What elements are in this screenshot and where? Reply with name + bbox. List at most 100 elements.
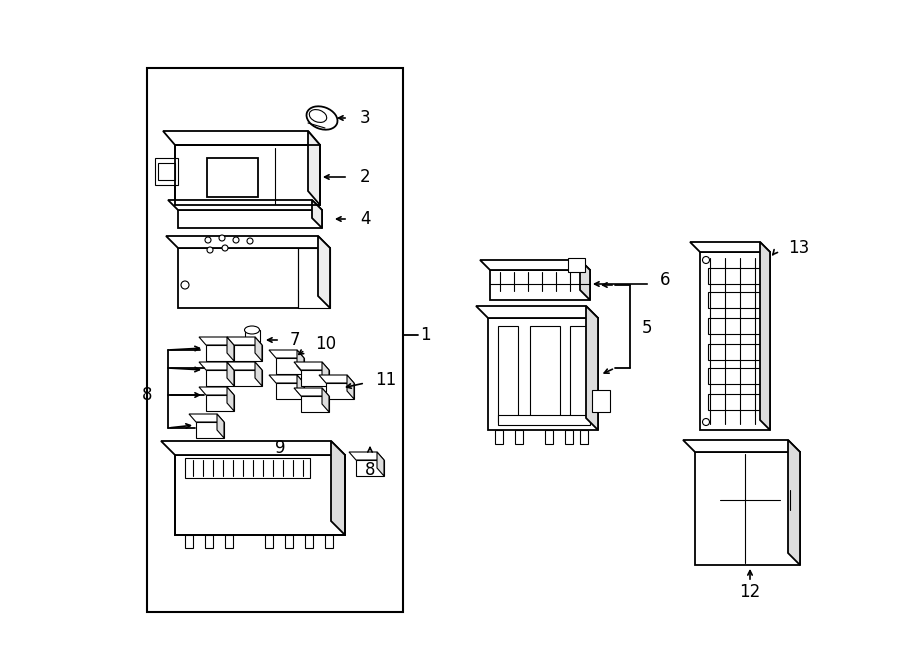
Bar [265, 535, 273, 548]
Polygon shape [683, 440, 800, 452]
Bar [515, 430, 523, 444]
Circle shape [205, 237, 211, 243]
Polygon shape [189, 414, 224, 422]
Polygon shape [227, 387, 234, 411]
Bar [155, 158, 178, 185]
Polygon shape [161, 441, 345, 455]
Polygon shape [166, 236, 330, 248]
Polygon shape [297, 350, 304, 374]
Bar [206, 370, 234, 386]
Polygon shape [255, 337, 262, 361]
Bar [175, 145, 320, 205]
Bar [178, 248, 330, 308]
Polygon shape [269, 350, 304, 358]
Bar [580, 430, 588, 444]
Polygon shape [331, 441, 345, 535]
Text: 11: 11 [375, 371, 396, 389]
Polygon shape [308, 131, 320, 205]
Bar [570, 326, 590, 422]
Polygon shape [322, 388, 329, 412]
Circle shape [181, 281, 189, 289]
Bar [158, 163, 175, 180]
Polygon shape [347, 375, 354, 399]
Text: 8: 8 [141, 386, 152, 404]
Text: 8: 8 [364, 461, 375, 479]
Polygon shape [788, 440, 800, 565]
Bar [245, 330, 260, 352]
Bar [205, 535, 213, 548]
Polygon shape [318, 236, 330, 308]
Polygon shape [377, 452, 384, 476]
Bar [325, 535, 333, 548]
Bar [234, 345, 262, 361]
Circle shape [332, 491, 344, 503]
Bar [185, 535, 193, 548]
Polygon shape [580, 260, 590, 300]
Polygon shape [312, 200, 322, 228]
Polygon shape [227, 337, 262, 345]
Bar [234, 370, 262, 386]
Polygon shape [586, 306, 598, 430]
Bar [708, 394, 762, 410]
Polygon shape [294, 388, 329, 396]
Text: 2: 2 [360, 168, 371, 186]
Polygon shape [199, 387, 234, 395]
Polygon shape [255, 362, 262, 386]
Bar [498, 326, 518, 422]
Bar [495, 430, 503, 444]
Polygon shape [227, 362, 262, 370]
Polygon shape [199, 362, 234, 370]
Bar [695, 452, 800, 565]
Bar [708, 344, 762, 360]
Bar [206, 345, 234, 361]
Polygon shape [322, 362, 329, 386]
Polygon shape [168, 200, 322, 210]
Bar [545, 430, 553, 444]
Circle shape [222, 245, 228, 251]
Bar [305, 535, 313, 548]
Ellipse shape [307, 106, 338, 130]
Polygon shape [297, 375, 304, 399]
Circle shape [703, 418, 709, 426]
Circle shape [703, 256, 709, 264]
Text: 12: 12 [740, 583, 760, 601]
Polygon shape [227, 337, 234, 361]
Bar [276, 358, 304, 374]
Bar [592, 390, 610, 412]
Ellipse shape [245, 326, 259, 334]
Bar [196, 422, 224, 438]
Bar [207, 158, 258, 197]
Bar [708, 368, 762, 384]
Bar [708, 292, 762, 308]
Polygon shape [227, 362, 234, 386]
Bar [285, 535, 293, 548]
Bar [565, 430, 573, 444]
Bar [301, 370, 329, 386]
Polygon shape [760, 242, 770, 430]
Text: 6: 6 [660, 271, 670, 289]
Bar [708, 318, 762, 334]
Circle shape [233, 237, 239, 243]
Polygon shape [217, 414, 224, 438]
Polygon shape [163, 131, 320, 145]
Text: 9: 9 [274, 439, 285, 457]
Text: 10: 10 [315, 335, 336, 353]
Polygon shape [294, 362, 329, 370]
Bar [356, 460, 384, 476]
Bar [147, 68, 403, 612]
Bar [298, 248, 330, 308]
Polygon shape [199, 337, 234, 345]
Polygon shape [319, 375, 354, 383]
Bar [175, 455, 345, 535]
Bar [708, 268, 762, 284]
Bar [568, 258, 585, 272]
Polygon shape [349, 452, 384, 460]
Circle shape [219, 235, 225, 241]
Polygon shape [690, 242, 770, 252]
Text: 7: 7 [290, 331, 301, 349]
Bar [530, 326, 560, 422]
Ellipse shape [245, 348, 259, 356]
Text: 1: 1 [419, 326, 430, 344]
Bar [326, 383, 354, 399]
Text: 3: 3 [360, 109, 371, 127]
